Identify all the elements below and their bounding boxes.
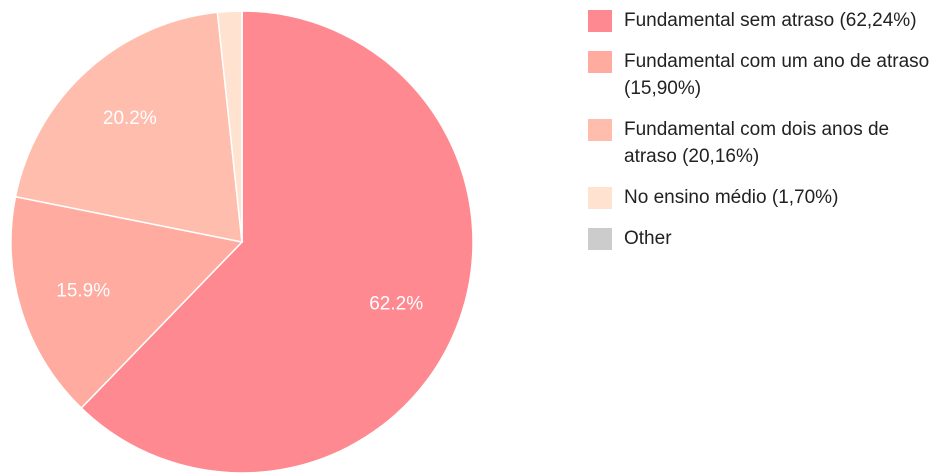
legend-item: Fundamental sem atraso (62,24%) bbox=[588, 7, 933, 34]
legend-item: No ensino médio (1,70%) bbox=[588, 184, 933, 211]
legend-label: Other bbox=[624, 228, 672, 249]
legend-label: Fundamental com um ano de atraso (15,90%… bbox=[624, 51, 930, 99]
pie-slice bbox=[80, 10, 474, 474]
legend-swatch bbox=[588, 187, 612, 209]
slice-label: 62.2% bbox=[369, 293, 423, 314]
legend-label: No ensino médio (1,70%) bbox=[624, 187, 839, 208]
legend-item: Fundamental com dois anos de atraso (20,… bbox=[588, 116, 933, 170]
legend-swatch bbox=[588, 51, 612, 73]
legend-swatch bbox=[588, 228, 612, 250]
legend-swatch bbox=[588, 119, 612, 141]
legend-item: Other bbox=[588, 225, 933, 252]
pie-slice bbox=[14, 11, 243, 243]
legend-label: Fundamental com dois anos de atraso (20,… bbox=[624, 119, 890, 167]
legend-swatch bbox=[588, 10, 612, 32]
legend-item: Fundamental com um ano de atraso (15,90%… bbox=[588, 48, 933, 102]
pie-slice bbox=[10, 195, 244, 410]
legend-label: Fundamental sem atraso (62,24%) bbox=[624, 10, 917, 31]
slice-label: 20.2% bbox=[103, 108, 157, 129]
slice-label: 15.9% bbox=[56, 281, 110, 302]
legend: Fundamental sem atraso (62,24%) Fundament… bbox=[588, 7, 933, 252]
